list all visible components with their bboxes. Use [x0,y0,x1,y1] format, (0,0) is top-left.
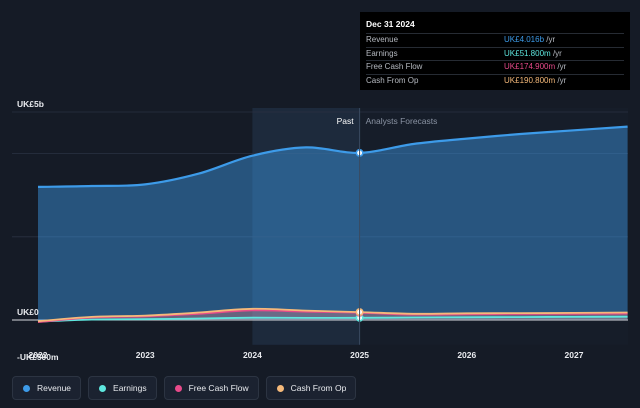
tooltip-row-cash-from-op: Cash From Op UK£190.800m /yr [366,73,624,88]
line-cash-from-op [37,307,628,323]
tooltip-value-unit: /yr [557,75,567,85]
tooltip-value: UK£51.800m /yr [504,48,562,61]
tooltip-value-amount: UK£51.800m [504,48,551,58]
tooltip-label: Cash From Op [366,75,419,85]
area-revenue [38,126,628,320]
x-tick-label: 2025 [350,350,369,360]
x-tick-label: 2022 [29,350,48,360]
legend-label: Cash From Op [290,383,347,393]
tooltip-value: UK£190.800m /yr [504,75,566,88]
legend-dot-icon [276,384,284,392]
y-tick-label: UK£0 [17,307,39,317]
tooltip-value: UK£174.900m /yr [504,61,566,74]
tooltip-value-amount: UK£4.016b [504,35,545,44]
past-label: Past [337,116,355,126]
tooltip-value-unit: /yr [552,48,562,58]
line-revenue [37,125,628,188]
series-lines [37,125,628,323]
legend-dot-icon [99,384,107,392]
chart-legend: Revenue Earnings Free Cash Flow Cash Fro… [12,376,357,400]
x-tick-label: 2023 [136,350,155,360]
legend-item-revenue[interactable]: Revenue [12,376,82,400]
legend-dot-icon [174,384,182,392]
forecast-band [359,108,628,345]
tooltip-label: Free Cash Flow [366,62,423,71]
x-axis: 2022 2023 2024 2025 2026 2027 [29,350,584,360]
tooltip-value-unit: /yr [557,62,567,71]
x-tick-label: 2026 [457,350,476,360]
legend-label: Free Cash Flow [188,383,249,393]
tooltip-value: UK£4.016b /yr [504,34,555,47]
y-tick-label: UK£5b [17,99,44,109]
legend-item-earnings[interactable]: Earnings [88,376,157,400]
tooltip-value-amount: UK£190.800m [504,75,556,85]
tooltip-value-amount: UK£174.900m [504,62,556,71]
forecast-label: Analysts Forecasts [366,116,438,126]
x-tick-label: 2027 [565,350,584,360]
legend-item-free-cash-flow[interactable]: Free Cash Flow [163,376,259,400]
legend-dot-icon [23,384,30,392]
tooltip-label: Revenue [366,35,399,44]
series-areas [38,126,628,323]
tooltip-value-unit: /yr [546,35,556,44]
x-tick-label: 2024 [243,350,262,360]
tooltip-date: Dec 31 2024 [366,19,415,29]
tooltip-row-free-cash-flow: Free Cash Flow UK£174.900m /yr [366,60,624,74]
legend-label: Revenue [37,383,72,393]
line-earnings [37,315,628,323]
past-forecast-divider: Past Analysts Forecasts [337,108,438,345]
y-axis: UK£5b UK£0 -UK£500m [17,99,59,362]
legend-item-cash-from-op[interactable]: Cash From Op [265,376,357,400]
y-tick-label: -UK£500m [17,352,59,362]
tooltip-row-earnings: Earnings UK£51.800m /yr [366,46,624,61]
legend-label: Earnings [113,383,147,393]
tooltip-row-revenue: Revenue UK£4.016b /yr [366,33,624,47]
tooltip-label: Earnings [366,48,398,58]
hover-tooltip: Dec 31 2024 Revenue UK£4.016b /yr Earnin… [360,12,630,90]
